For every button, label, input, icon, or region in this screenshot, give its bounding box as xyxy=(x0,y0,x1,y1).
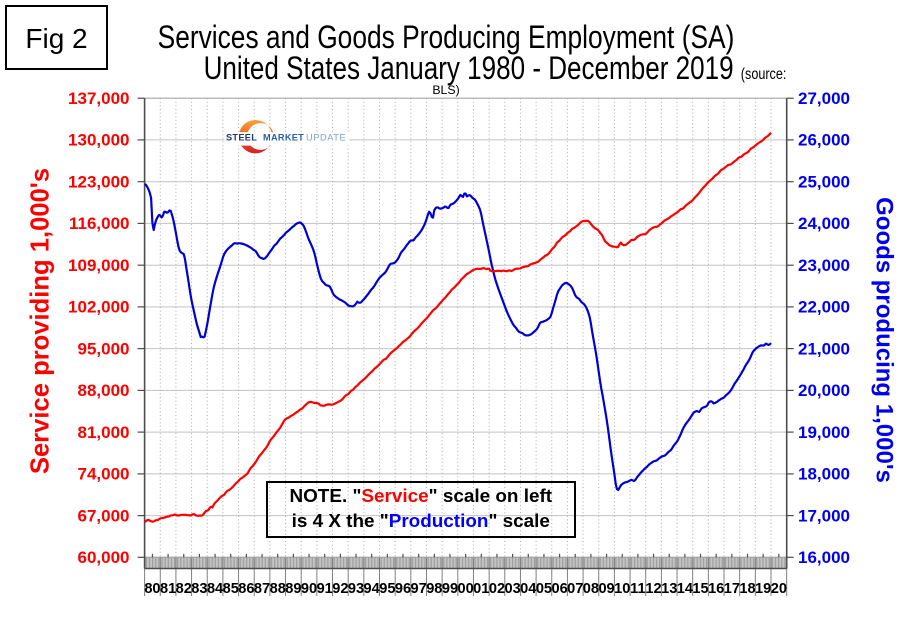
svg-text:MARKET: MARKET xyxy=(263,133,304,143)
svg-text:Service providing 1,000's: Service providing 1,000's xyxy=(26,168,54,474)
svg-text:74,000: 74,000 xyxy=(78,465,130,484)
svg-text:18: 18 xyxy=(739,581,755,597)
svg-text:98: 98 xyxy=(426,581,442,597)
svg-text:130,000: 130,000 xyxy=(68,131,129,150)
svg-text:95,000: 95,000 xyxy=(78,339,130,358)
svg-text:67,000: 67,000 xyxy=(78,506,130,525)
svg-text:102,000: 102,000 xyxy=(68,298,129,317)
svg-text:81: 81 xyxy=(160,581,176,597)
svg-text:00: 00 xyxy=(458,581,474,597)
svg-text:UPDATE: UPDATE xyxy=(306,133,346,143)
svg-text:92: 92 xyxy=(332,581,348,597)
svg-text:08: 08 xyxy=(583,581,599,597)
svg-text:11: 11 xyxy=(630,581,645,597)
svg-text:01: 01 xyxy=(473,581,489,597)
svg-text:09: 09 xyxy=(598,581,614,597)
svg-text:97: 97 xyxy=(411,581,427,597)
svg-text:05: 05 xyxy=(536,581,552,597)
svg-text:80: 80 xyxy=(144,581,160,597)
svg-text:109,000: 109,000 xyxy=(68,256,129,275)
svg-text:90: 90 xyxy=(301,581,317,597)
svg-text:23,000: 23,000 xyxy=(798,256,850,275)
svg-text:Goods producing 1,000's: Goods producing 1,000's xyxy=(871,197,898,483)
svg-text:18,000: 18,000 xyxy=(798,465,850,484)
svg-text:93: 93 xyxy=(348,581,364,597)
svg-text:60,000: 60,000 xyxy=(78,548,130,567)
svg-text:16,000: 16,000 xyxy=(798,548,850,567)
svg-text:88: 88 xyxy=(270,581,286,597)
svg-text:13: 13 xyxy=(661,581,677,597)
svg-text:21,000: 21,000 xyxy=(798,339,850,358)
svg-text:10: 10 xyxy=(614,581,630,597)
svg-text:16: 16 xyxy=(708,581,724,597)
svg-text:26,000: 26,000 xyxy=(798,131,850,150)
svg-text:91: 91 xyxy=(317,581,333,597)
svg-text:19: 19 xyxy=(755,581,771,597)
svg-text:02: 02 xyxy=(489,581,505,597)
svg-text:84: 84 xyxy=(207,581,224,597)
svg-text:116,000: 116,000 xyxy=(69,214,130,233)
svg-text:15: 15 xyxy=(692,581,708,597)
svg-text:14: 14 xyxy=(677,581,694,597)
svg-text:19,000: 19,000 xyxy=(798,423,850,442)
svg-text:20,000: 20,000 xyxy=(798,381,850,400)
svg-text:85: 85 xyxy=(223,581,239,597)
svg-text:03: 03 xyxy=(504,581,520,597)
svg-text:25,000: 25,000 xyxy=(798,173,850,192)
svg-text:STEEL: STEEL xyxy=(226,133,257,143)
svg-text:137,000: 137,000 xyxy=(68,89,129,108)
svg-text:99: 99 xyxy=(442,581,458,597)
svg-text:96: 96 xyxy=(395,581,411,597)
svg-text:07: 07 xyxy=(567,581,583,597)
svg-text:94: 94 xyxy=(364,581,381,597)
svg-text:88,000: 88,000 xyxy=(78,381,130,400)
svg-text:22,000: 22,000 xyxy=(798,298,850,317)
svg-text:87: 87 xyxy=(254,581,270,597)
svg-text:83: 83 xyxy=(191,581,207,597)
svg-text:17,000: 17,000 xyxy=(798,506,850,525)
svg-text:12: 12 xyxy=(645,581,661,597)
svg-text:81,000: 81,000 xyxy=(78,423,130,442)
svg-text:27,000: 27,000 xyxy=(798,89,850,108)
svg-text:06: 06 xyxy=(551,581,567,597)
svg-text:123,000: 123,000 xyxy=(68,173,129,192)
svg-text:82: 82 xyxy=(176,581,192,597)
svg-text:17: 17 xyxy=(724,581,740,597)
svg-text:24,000: 24,000 xyxy=(798,214,850,233)
svg-text:86: 86 xyxy=(238,581,254,597)
svg-text:04: 04 xyxy=(520,581,537,597)
svg-text:95: 95 xyxy=(379,581,395,597)
svg-text:20: 20 xyxy=(771,581,787,597)
svg-text:89: 89 xyxy=(285,581,301,597)
